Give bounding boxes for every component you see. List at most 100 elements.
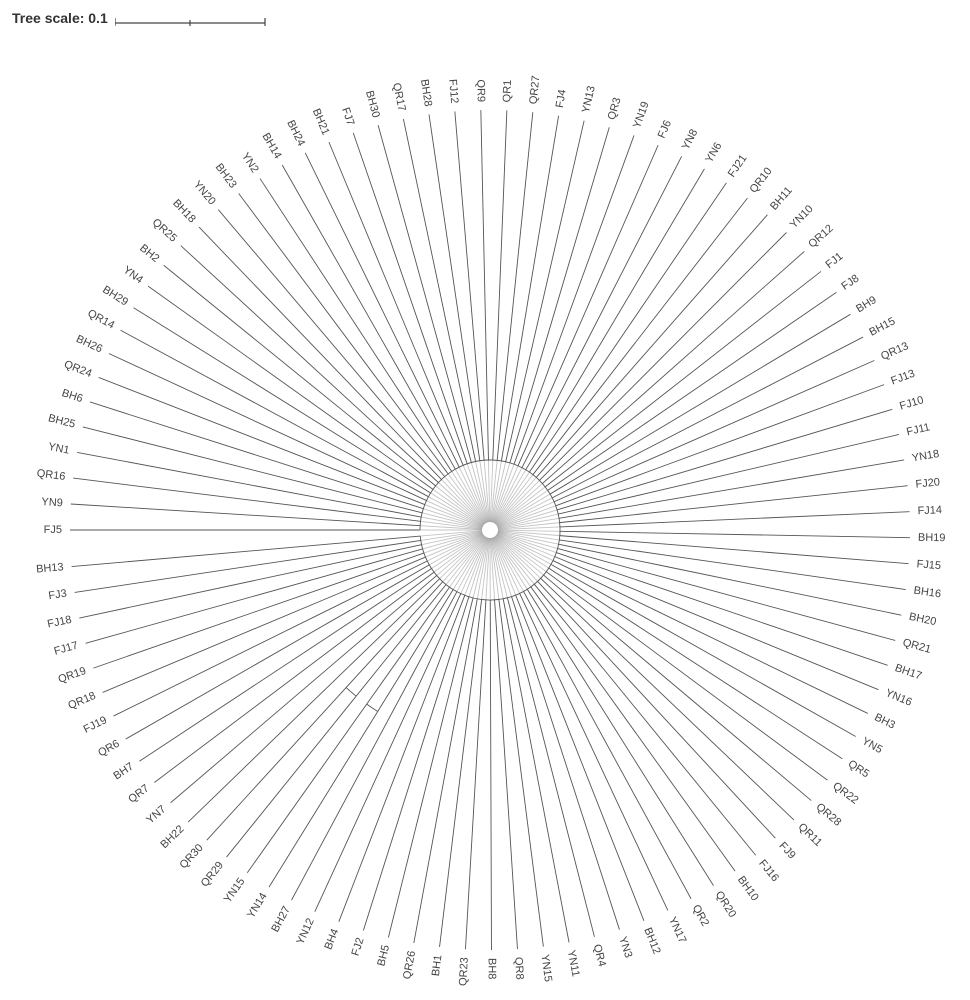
inner-branch <box>323 465 424 505</box>
inner-branch <box>447 598 473 704</box>
inner-branch <box>560 531 672 533</box>
tip-label: YN8 <box>680 127 700 152</box>
outer-branch <box>594 675 735 871</box>
tip-label: FJ15 <box>916 558 941 572</box>
tip-label: BH6 <box>60 387 84 405</box>
tip-label: YN2 <box>239 151 261 175</box>
outer-branch <box>622 232 787 397</box>
tip-label: FJ11 <box>905 421 931 438</box>
tip-label: YN19 <box>631 100 652 130</box>
tip-label: QR16 <box>36 467 66 482</box>
outer-branch <box>616 215 767 387</box>
tip-label: FJ3 <box>48 588 68 603</box>
inner-branch <box>376 377 449 474</box>
outer-branch <box>565 145 658 359</box>
outer-branch <box>637 314 851 442</box>
tip-label: YN7 <box>144 803 168 826</box>
tip-label: BH22 <box>158 823 186 851</box>
tip-label: YN18 <box>911 448 940 464</box>
inner-branch <box>407 592 457 685</box>
tip-label: FJ17 <box>53 640 80 658</box>
tip-label: BH19 <box>918 532 946 545</box>
outer-branch <box>77 452 326 499</box>
outer-branch <box>227 696 357 857</box>
outer-branch <box>90 402 317 475</box>
tip-label: QR6 <box>96 738 122 760</box>
tip-label: QR1 <box>501 79 514 102</box>
outer-branch <box>73 478 320 509</box>
inner-branch <box>342 565 429 615</box>
outer-branch <box>510 112 533 339</box>
outer-branch <box>604 198 747 382</box>
outer-branch <box>378 125 438 342</box>
tip-label: QR5 <box>846 758 872 780</box>
tip-label: FJ1 <box>824 250 846 271</box>
tip-label: BH20 <box>908 611 937 628</box>
outer-branch <box>260 179 388 374</box>
tip-label: BH18 <box>170 197 198 225</box>
outer-branch <box>109 353 321 451</box>
outer-branch <box>164 265 342 409</box>
inner-branch <box>497 340 509 461</box>
tip-label: QR2 <box>690 903 711 929</box>
inner-branch <box>538 581 612 661</box>
tip-label: FJ6 <box>656 119 674 141</box>
tip-label: YN10 <box>788 203 816 231</box>
inner-branch <box>550 442 637 494</box>
inner-branch <box>556 468 658 506</box>
inner-branch <box>559 501 663 519</box>
tip-label: QR9 <box>474 79 486 102</box>
outer-branch <box>671 486 908 511</box>
tip-label: QR19 <box>57 665 88 686</box>
tip-label: BH27 <box>269 904 293 934</box>
outer-branch <box>388 703 446 937</box>
outer-branch <box>329 142 415 350</box>
outer-branch <box>315 695 414 911</box>
tip-label: YN4 <box>121 264 145 286</box>
inner-branch <box>426 595 465 696</box>
cherry-arc <box>346 688 356 697</box>
outer-branch <box>577 156 681 359</box>
tip-label: FJ18 <box>46 614 72 631</box>
tip-label: YN17 <box>666 915 689 945</box>
tip-label: BH11 <box>768 185 795 213</box>
inner-branch <box>503 599 524 709</box>
tip-label: BH16 <box>913 585 942 601</box>
tip-label: FJ4 <box>554 89 569 109</box>
tip-label: BH15 <box>867 315 897 338</box>
tip-label: FJ2 <box>350 936 367 957</box>
inner-branch <box>321 452 427 501</box>
tip-label: QR17 <box>390 82 408 113</box>
tip-label: FJ8 <box>839 272 861 292</box>
tip-label: YN12 <box>294 916 316 946</box>
tip-label: QR14 <box>85 307 116 331</box>
outer-branch <box>292 685 407 900</box>
inner-branch <box>486 339 489 460</box>
inner-branch <box>474 344 484 460</box>
outer-branch <box>83 427 320 487</box>
tip-label: FJ20 <box>915 476 941 491</box>
outer-branch <box>658 385 884 469</box>
tip-label: FJ9 <box>776 840 797 862</box>
outer-branch <box>139 627 343 762</box>
outer-branch <box>481 110 486 339</box>
outer-branch <box>576 687 691 899</box>
inner-branch <box>346 582 443 688</box>
outer-branch <box>622 656 794 820</box>
inner-branch <box>526 370 586 470</box>
inner-branch <box>312 519 421 526</box>
tip-label: QR7 <box>126 782 151 805</box>
outer-branch <box>491 709 492 950</box>
inner-branch <box>479 600 486 712</box>
outer-branch <box>465 712 479 950</box>
inner-branch <box>462 341 480 461</box>
tip-label: BH8 <box>486 958 498 979</box>
outer-branch <box>635 337 863 455</box>
tip-label: QR11 <box>796 821 824 849</box>
tip-label: QR8 <box>512 957 525 980</box>
inner-branch <box>560 511 671 523</box>
tip-label: FJ16 <box>756 858 781 885</box>
tip-label: BH7 <box>111 761 135 783</box>
tip-label: QR18 <box>66 690 97 712</box>
outer-branch <box>93 585 333 668</box>
